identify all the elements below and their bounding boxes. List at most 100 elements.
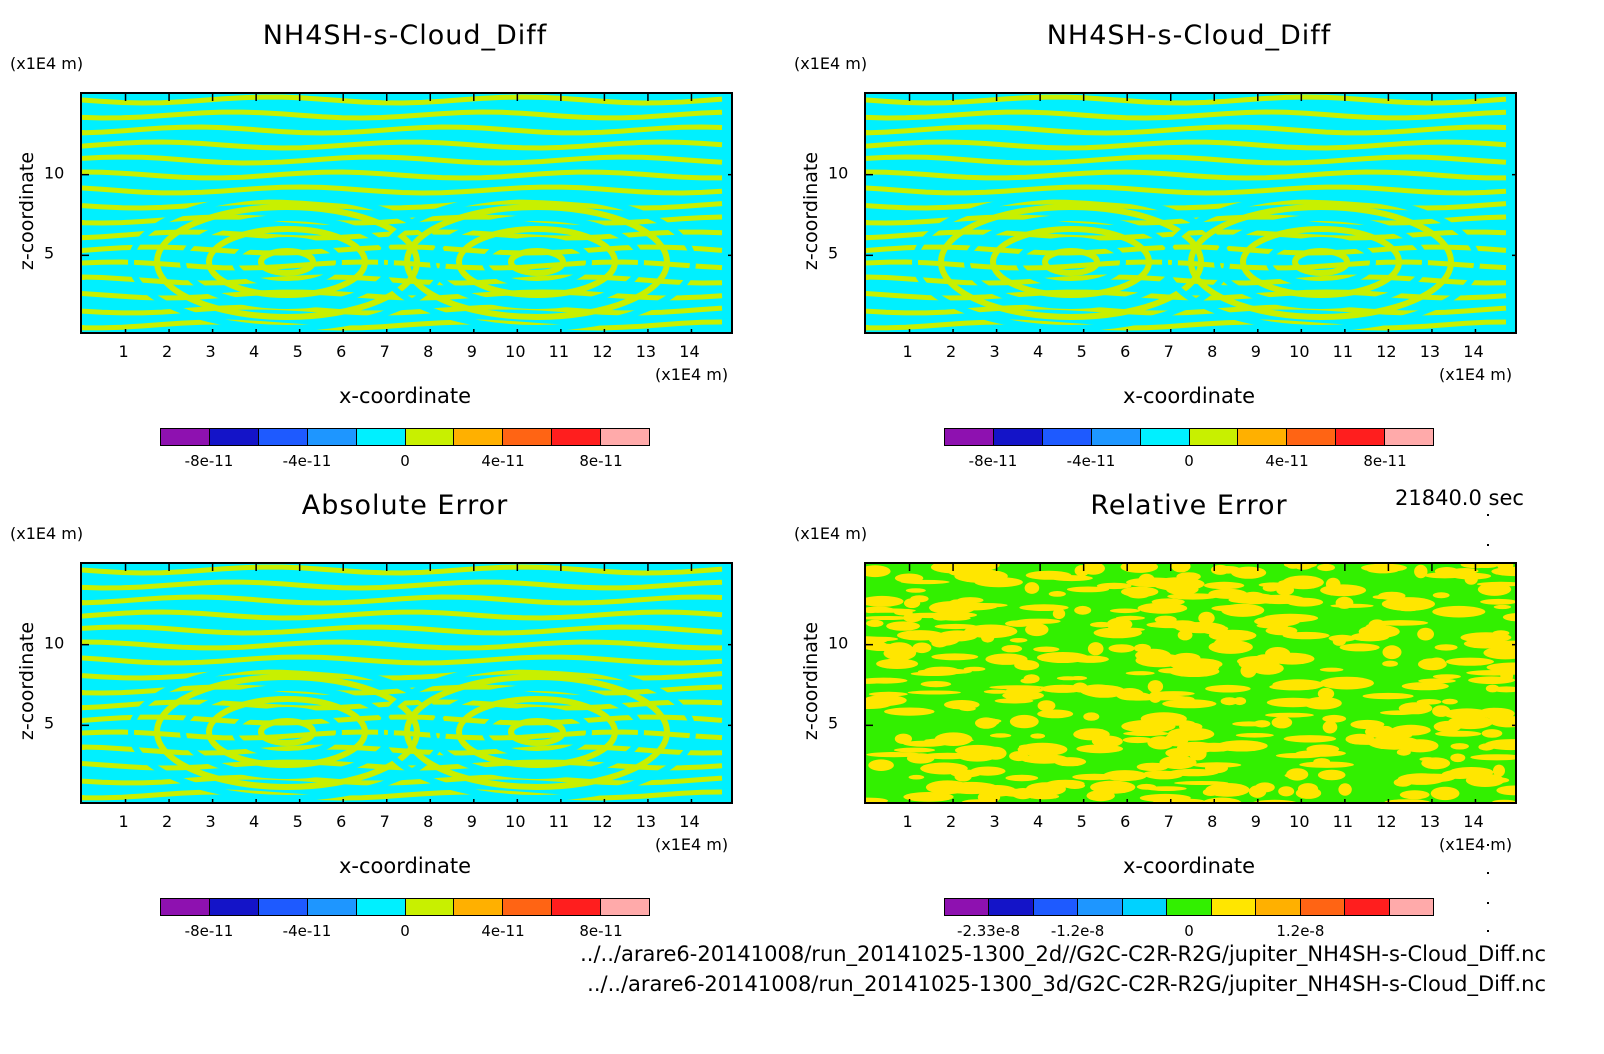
contour-band — [82, 199, 723, 211]
x-tick-label: 7 — [379, 812, 390, 831]
time-label: 21840.0 sec — [1395, 486, 1524, 510]
error-patch — [1096, 582, 1132, 590]
colorbar-label: -8e-11 — [968, 452, 1018, 470]
colorbar-label: 1.2e-8 — [1276, 922, 1325, 940]
contour-band — [82, 744, 723, 756]
error-patch — [866, 619, 884, 627]
x-tick-label: 12 — [1376, 812, 1397, 831]
x-tick-label: 3 — [205, 342, 216, 361]
error-patch — [989, 685, 1045, 690]
error-patch — [894, 733, 912, 744]
vortex-ring — [404, 204, 670, 320]
error-patch — [1419, 757, 1436, 762]
vortex-ring — [430, 685, 644, 779]
error-patch — [1432, 674, 1461, 679]
error-patch — [1502, 613, 1515, 622]
error-patch — [1072, 773, 1117, 781]
edge-dot — [1487, 844, 1489, 846]
colorbar-swatch — [454, 899, 504, 915]
colorbar-label: 0 — [1184, 922, 1194, 940]
error-patch — [866, 797, 889, 802]
error-patch — [1322, 714, 1347, 723]
colorbar-swatch — [601, 899, 650, 915]
x-tick-label: 13 — [635, 812, 657, 831]
error-patch — [1483, 646, 1515, 660]
error-patch — [1381, 597, 1435, 611]
x-tick-label: 2 — [161, 812, 173, 831]
error-patch — [1382, 660, 1398, 667]
colorbar-swatch — [945, 899, 990, 915]
error-patch — [1317, 769, 1346, 781]
y-tick-label: 5 — [44, 243, 55, 263]
heatmap-svg — [82, 94, 731, 332]
file-path-3d: ../../arare6-20141008/run_20141025-1300_… — [587, 972, 1546, 996]
error-patch — [1033, 646, 1060, 653]
error-patch — [1083, 712, 1100, 721]
y-axis-label: z-coordinate — [800, 621, 822, 741]
contour-band — [82, 624, 723, 636]
contour-band — [82, 654, 723, 666]
error-patch — [948, 567, 982, 577]
error-patch — [1208, 640, 1253, 654]
colorbar-swatch — [356, 429, 406, 445]
error-patch — [1451, 572, 1492, 580]
vortex-ring — [206, 696, 368, 768]
error-patch — [1496, 785, 1515, 796]
error-patch — [1489, 715, 1515, 724]
colorbar-swatch — [356, 899, 406, 915]
error-patch — [1434, 644, 1458, 651]
contour-band — [866, 274, 1507, 286]
error-patch — [1020, 754, 1069, 764]
x-tick-label: 10 — [505, 812, 526, 831]
error-patch — [1374, 620, 1429, 626]
error-patch — [1451, 568, 1479, 574]
error-patch — [1220, 697, 1238, 706]
error-patch — [1299, 761, 1354, 768]
error-patch — [1152, 798, 1205, 802]
error-patch — [1282, 575, 1324, 590]
error-patch — [1014, 660, 1040, 671]
error-patch — [1208, 588, 1248, 599]
error-patch — [1466, 670, 1515, 676]
colorbar-swatch — [1033, 899, 1079, 915]
colorbar-label: -8e-11 — [184, 922, 234, 940]
x-tick-label: 6 — [336, 342, 347, 361]
vortex-ring — [482, 237, 592, 287]
x-tick-label: 5 — [292, 812, 303, 831]
x-unit-label: (x1E4 m) — [655, 835, 729, 854]
colorbar-swatch — [1389, 899, 1433, 915]
error-patch — [1492, 630, 1510, 636]
error-patch — [1177, 629, 1193, 641]
error-patch — [1005, 774, 1039, 782]
x-tick-label: 3 — [989, 812, 1000, 831]
error-patch — [1278, 786, 1295, 797]
edge-dot — [1487, 930, 1489, 932]
heatmap-plot — [864, 92, 1517, 334]
error-patch — [1434, 567, 1459, 576]
edge-dot — [1487, 514, 1489, 516]
error-patch — [869, 641, 888, 651]
error-patch — [1325, 577, 1341, 591]
error-patch — [866, 677, 908, 684]
x-tick-label: 9 — [466, 342, 477, 361]
error-patch — [1255, 616, 1303, 624]
contour-band — [866, 124, 1507, 136]
error-patch — [947, 602, 998, 611]
x-tick-label: 9 — [1250, 812, 1261, 831]
y-axis-label: z-coordinate — [800, 151, 822, 271]
x-tick-label: 9 — [1250, 342, 1261, 361]
error-patch — [1152, 691, 1195, 697]
error-patch — [1009, 714, 1039, 729]
error-patch — [1265, 647, 1291, 661]
error-patch — [1205, 783, 1250, 797]
error-patch — [1328, 634, 1356, 642]
x-tick-label: 8 — [423, 812, 434, 831]
y-tick-label: 10 — [828, 163, 849, 183]
error-patch — [1255, 657, 1305, 663]
error-patch — [866, 565, 891, 578]
error-patch — [1253, 799, 1297, 802]
error-patch — [1493, 641, 1508, 646]
colorbar-swatch — [307, 429, 357, 445]
colorbar-swatch — [209, 429, 259, 445]
contour-band — [82, 669, 723, 681]
